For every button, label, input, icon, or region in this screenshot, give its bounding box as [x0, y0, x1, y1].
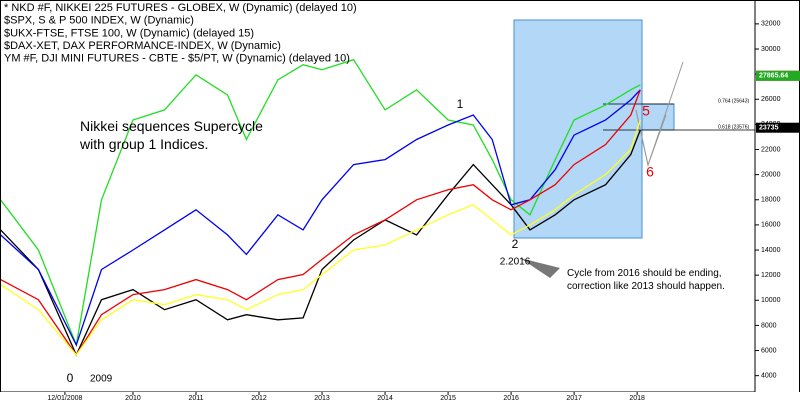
price-label: 23735: [759, 125, 779, 132]
legend-entry: $UKX-FTSE, FTSE 100, W (Dynamic) (delaye…: [4, 27, 254, 39]
y-tick-label: 14000: [761, 247, 781, 254]
y-tick-label: 12000: [761, 272, 781, 279]
y-tick-label: 20000: [761, 171, 781, 178]
price-label: 27865.64: [759, 73, 788, 80]
x-tick-label: 2010: [125, 395, 141, 402]
y-tick-label: 22000: [761, 146, 781, 153]
time-box: [513, 19, 643, 239]
y-axis-panel: [755, 0, 800, 392]
y-tick-label: 6000: [761, 347, 777, 354]
annotation: Cycle from 2016 should be ending, correct…: [567, 268, 725, 292]
annotation: 1: [457, 97, 464, 111]
y-tick-label: 26000: [761, 96, 781, 103]
legend-entry: * NKD #F, NIKKEI 225 FUTURES - GLOBEX, W…: [4, 2, 357, 14]
annotation: 2.2016: [500, 257, 531, 268]
x-tick-label: 2011: [188, 395, 203, 402]
annotation: 0.764 (25643): [718, 98, 749, 104]
series-line: [0, 58, 641, 348]
annotation: 0.618 (23576): [718, 124, 749, 130]
arrow: [520, 258, 560, 278]
series-line: [0, 89, 641, 347]
y-tick-label: 4000: [761, 373, 777, 380]
legend-entry: $SPX, S & P 500 INDEX, W (Dynamic): [4, 15, 194, 27]
x-tick-label: 2012: [251, 395, 267, 402]
legend-entry: $DAX-XET, DAX PERFORMANCE-INDEX, W (Dyna…: [4, 40, 281, 52]
annotation: Nikkei sequences Supercycle with group 1 …: [79, 118, 263, 152]
projection-line: [635, 109, 667, 167]
x-tick-label: 12/01/2008: [47, 395, 82, 402]
x-tick-label: 2014: [377, 395, 393, 402]
series-line: [0, 119, 641, 356]
y-tick-label: 16000: [761, 222, 781, 229]
annotation: 2: [512, 237, 519, 251]
annotation: 5: [642, 103, 650, 119]
annotation: 0: [67, 371, 74, 385]
annotation: 6: [646, 164, 654, 180]
x-tick-label: 2016: [503, 395, 519, 402]
x-axis-panel: [0, 392, 800, 404]
legend-entry: YM #F, DJI MINI FUTURES - CBTE - $5/PT, …: [4, 53, 350, 65]
x-tick-label: 2018: [629, 395, 645, 402]
y-tick-label: 10000: [761, 297, 781, 304]
x-tick-label: 2015: [440, 395, 456, 402]
price-box: [756, 122, 800, 133]
x-tick-label: 2013: [314, 395, 330, 402]
y-tick-label: 18000: [761, 197, 781, 204]
annotation: 2009: [90, 374, 113, 385]
price-box: [756, 70, 800, 81]
x-tick-label: 2017: [566, 395, 582, 402]
y-tick-label: 8000: [761, 322, 777, 329]
y-tick-label: 30000: [761, 46, 781, 53]
series-line: [0, 129, 641, 357]
y-tick-label: 32000: [761, 21, 781, 28]
fib-box: [641, 103, 675, 131]
series-line: [0, 89, 641, 357]
